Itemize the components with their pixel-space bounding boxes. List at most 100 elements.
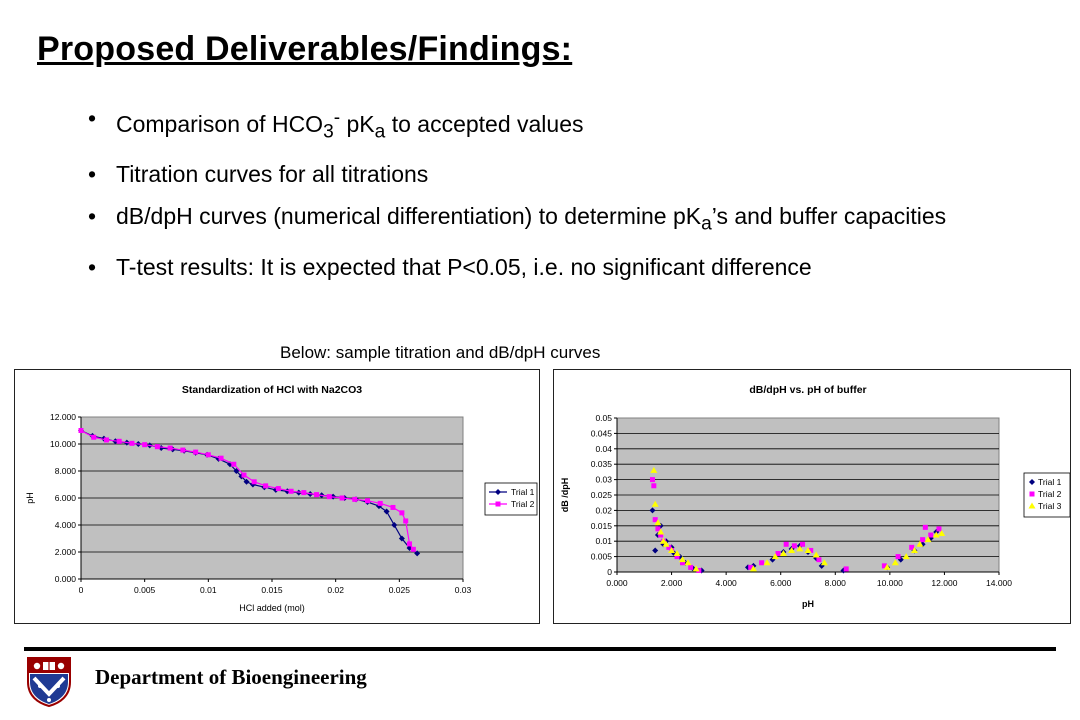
bullet-glyph: • <box>88 161 97 188</box>
data-point <box>668 546 676 553</box>
data-point <box>816 557 822 563</box>
y-tick-label: 0.005 <box>591 552 613 562</box>
data-point <box>251 479 257 485</box>
y-tick-label: 10.000 <box>50 439 76 449</box>
chart-caption: Below: sample titration and dB/dpH curve… <box>280 343 601 362</box>
data-point <box>936 526 942 532</box>
data-point <box>407 541 413 547</box>
data-point <box>301 490 307 496</box>
bullet-glyph: • <box>88 105 97 131</box>
data-point <box>812 551 820 558</box>
data-point <box>938 530 946 536</box>
data-point <box>657 528 665 535</box>
data-point <box>275 486 281 492</box>
data-point <box>100 435 107 442</box>
y-tick-label: 0.01 <box>595 536 612 546</box>
x-tick-label: 8.000 <box>825 578 847 588</box>
bullet-list: • Comparison of HCO3- pKa to accepted va… <box>88 104 1048 295</box>
data-point <box>909 544 915 550</box>
legend-marker <box>1028 502 1036 509</box>
x-tick-label: 4.000 <box>716 578 738 588</box>
data-point <box>808 547 814 553</box>
legend-marker <box>1029 479 1035 485</box>
data-point <box>684 559 692 566</box>
data-point <box>804 546 812 553</box>
data-point <box>652 547 659 554</box>
data-point <box>399 510 405 516</box>
data-point <box>928 532 934 538</box>
data-point <box>655 526 661 532</box>
data-point <box>365 498 370 504</box>
data-point <box>919 541 926 548</box>
data-point <box>649 507 656 514</box>
titration-chart: 0.000 2.000 4.000 6.000 8.000 10.000 12.000 0 0.… <box>14 369 540 624</box>
y-tick-label: 0.035 <box>591 459 613 469</box>
legend-label: Trial 2 <box>511 499 535 509</box>
bullet-glyph: • <box>88 253 97 280</box>
data-point <box>91 434 97 440</box>
data-point <box>651 500 659 507</box>
data-point <box>326 494 332 500</box>
y-tick-label: 0.05 <box>595 413 612 423</box>
bullet-text-pka-comparison: Comparison of HCO3- pKa to accepted valu… <box>116 107 584 143</box>
data-point <box>410 546 416 552</box>
bullet-glyph: • <box>88 203 97 230</box>
legend-label: Trial 1 <box>1038 477 1062 487</box>
legend-marker <box>495 489 501 495</box>
data-point <box>398 535 405 542</box>
x-axis-label: HCl added (mol) <box>239 603 305 613</box>
data-point <box>238 473 245 480</box>
legend-box <box>484 482 538 516</box>
data-point <box>272 486 279 493</box>
dbdph-chart: 0 0.005 0.01 0.015 0.02 0.025 0.03 0.035 0.04 0.0… <box>553 369 1071 624</box>
x-tick-label: 0.000 <box>606 578 628 588</box>
bullet-text-titration-curves: Titration curves for all titrations <box>116 161 429 188</box>
data-point <box>922 524 928 530</box>
data-point <box>158 445 165 452</box>
data-point <box>205 452 211 458</box>
data-point <box>241 472 247 478</box>
chart-title: Standardization of HCl with Na2CO3 <box>182 384 362 396</box>
x-tick-label: 10.000 <box>877 578 903 588</box>
data-point <box>800 541 806 547</box>
data-point <box>779 550 787 557</box>
y-tick-label: 0.04 <box>595 444 612 454</box>
data-point <box>820 559 828 566</box>
data-point <box>169 446 176 453</box>
data-point <box>414 550 421 557</box>
data-point <box>383 508 390 515</box>
dbdph-chart-svg: 0 0.005 0.01 0.015 0.02 0.025 0.03 0.035 0.04 0.0… <box>560 384 1070 609</box>
x-tick-label: 6.000 <box>770 578 792 588</box>
legend-label: Trial 1 <box>511 487 535 497</box>
data-point <box>678 556 686 563</box>
data-point <box>651 483 657 489</box>
data-point <box>916 540 924 547</box>
data-point <box>673 550 681 557</box>
data-point <box>763 559 771 566</box>
bullet-text-ttest: T-test results: It is expected that P<0.… <box>116 253 812 280</box>
data-point <box>881 563 887 569</box>
data-point <box>783 541 789 547</box>
x-tick-label: 0.025 <box>389 585 411 595</box>
data-point <box>659 537 667 544</box>
x-axis-label: pH <box>802 599 814 609</box>
data-point <box>233 468 240 474</box>
chart-title: dB/dpH vs. pH of buffer <box>749 384 866 396</box>
legend-label: Trial 3 <box>1038 501 1062 511</box>
penn-shield-icon <box>26 656 72 708</box>
legend-marker <box>495 501 501 507</box>
data-point <box>243 478 250 485</box>
data-point <box>775 551 781 557</box>
x-tick-label: 0.03 <box>455 585 472 595</box>
data-point <box>791 543 797 549</box>
list-item: • Comparison of HCO3- pKa to accepted va… <box>88 104 1048 146</box>
data-point <box>666 544 672 550</box>
data-point <box>167 445 173 451</box>
data-point <box>748 564 754 570</box>
y-tick-label: 0.000 <box>55 574 77 584</box>
data-point <box>788 546 796 553</box>
footer-divider <box>24 647 1056 651</box>
y-tick-label: 8.000 <box>55 466 77 476</box>
data-point <box>658 532 664 538</box>
y-axis-label: pH <box>25 492 35 504</box>
